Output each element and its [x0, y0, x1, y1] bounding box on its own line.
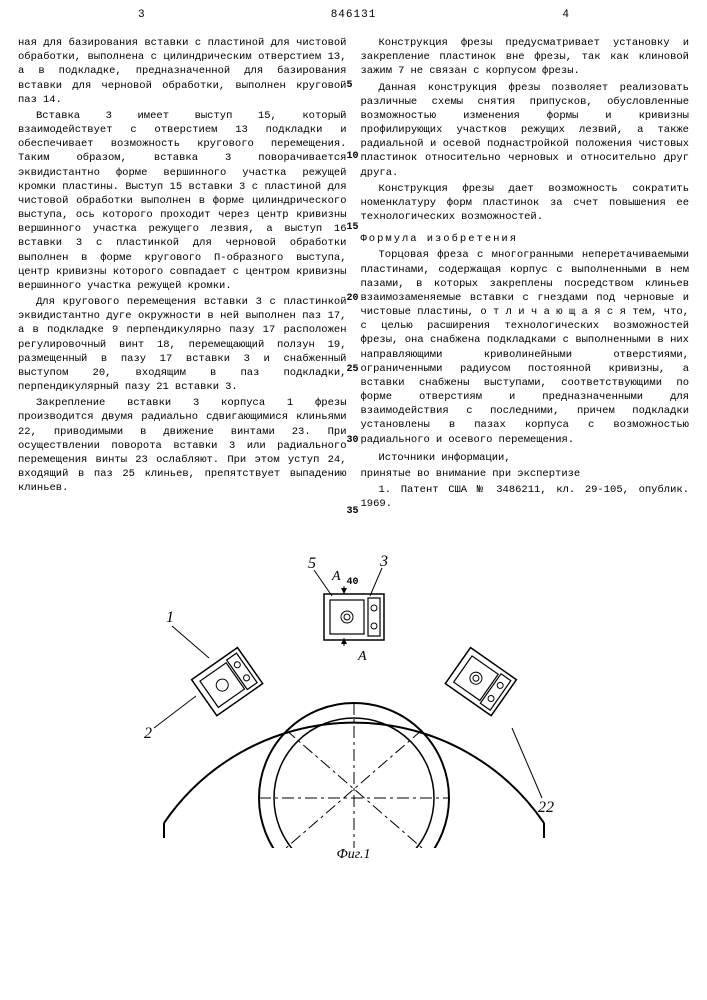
source-1: 1. Патент США № 3486211, кл. 29-105, опу…	[361, 483, 690, 511]
label-1: 1	[166, 609, 174, 626]
para-r2: Данная конструкция фрезы позволяет реали…	[361, 81, 690, 180]
label-2: 2	[144, 725, 152, 742]
line-num-10: 10	[347, 150, 359, 164]
page-number-right: 4	[562, 8, 569, 23]
sources-line2: принятые во внимание при экспертизе	[361, 467, 690, 481]
para-r1: Конструкция фрезы предусматривает устано…	[361, 36, 690, 79]
line-num-35: 35	[347, 505, 359, 519]
document-number: 846131	[331, 8, 377, 23]
formula-title: Формула изобретения	[361, 232, 690, 246]
text-columns: ная для базирования вставки с пластиной …	[18, 36, 689, 514]
label-22: 22	[538, 799, 554, 816]
para-l1: ная для базирования вставки с пластиной …	[18, 36, 347, 107]
label-5: 5	[308, 555, 316, 572]
line-num-5: 5	[347, 79, 353, 93]
figure-label: Фиг.1	[18, 846, 689, 865]
page-header: 3 846131 4	[18, 8, 689, 30]
para-r4: Торцовая фреза с многогранными неперетач…	[361, 248, 690, 446]
page-number-left: 3	[138, 8, 145, 23]
label-A-bot: A	[357, 649, 367, 664]
sources-label: Источники информации,	[361, 451, 690, 465]
line-num-25: 25	[347, 363, 359, 377]
label-3: 3	[379, 553, 388, 570]
line-num-40: 40	[347, 576, 359, 590]
line-num-20: 20	[347, 292, 359, 306]
para-r3: Конструкция фрезы дает возможность сокра…	[361, 182, 690, 225]
line-num-15: 15	[347, 221, 359, 235]
label-A-top: A	[331, 569, 341, 584]
right-column: 5 10 15 20 25 30 35 40 Конструкция фрезы…	[361, 36, 690, 514]
left-column: ная для базирования вставки с пластиной …	[18, 36, 347, 514]
para-l4: Закрепление вставки 3 корпуса 1 фрезы пр…	[18, 396, 347, 495]
para-l3: Для кругового перемещения вставки 3 с пл…	[18, 295, 347, 394]
para-l2: Вставка 3 имеет выступ 15, который взаим…	[18, 109, 347, 293]
line-num-30: 30	[347, 434, 359, 448]
